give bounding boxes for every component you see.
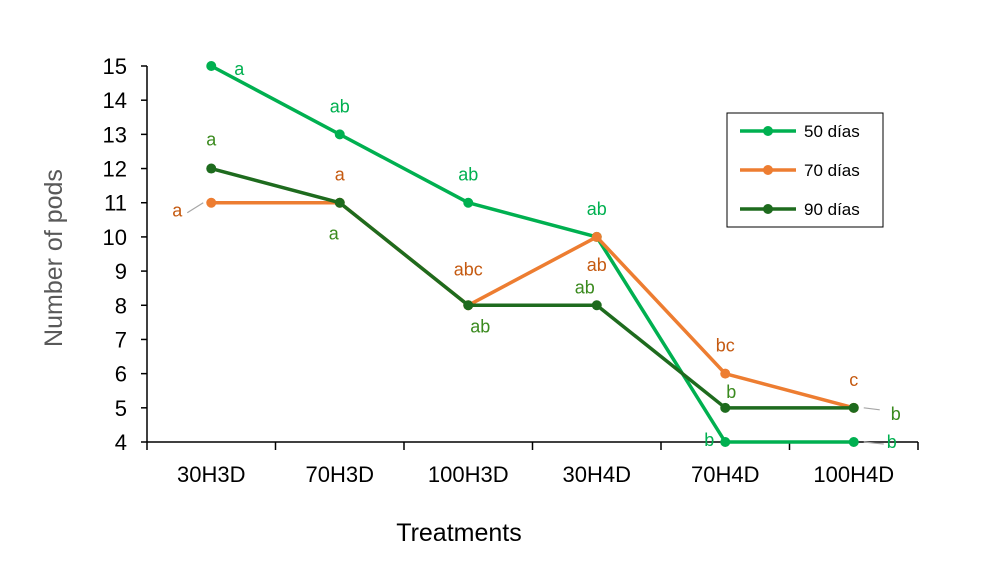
point-label: a [329,224,340,244]
data-point [463,300,474,311]
y-tick-label: 5 [115,396,127,421]
y-tick-label: 15 [103,54,127,79]
data-point [720,368,731,379]
data-point [848,402,859,413]
y-axis: 4 5 6 7 8 9 10 11 12 13 14 15 [103,54,148,455]
point-label: bc [716,336,735,356]
point-label: a [206,130,217,150]
point-label: b [726,382,736,402]
leader-line [863,407,880,411]
data-point [591,300,602,311]
data-point [463,197,474,208]
data-point [720,402,731,413]
point-label: b [891,404,901,424]
legend-swatch-marker [763,204,773,214]
point-label: b [887,432,897,452]
x-tick-label: 100H4D [813,462,894,487]
series-layer [206,61,859,447]
x-tick-label: 70H3D [306,462,374,487]
point-label: b [704,430,714,450]
y-tick-label: 10 [103,225,127,250]
point-label: c [849,370,858,390]
x-tick-label: 30H3D [177,462,245,487]
legend-label: 90 días [804,200,860,219]
data-point [206,197,217,208]
data-point [206,163,217,174]
x-tick-label: 70H4D [691,462,759,487]
data-point [334,129,345,140]
point-label: ab [470,316,490,336]
label-leader-lines [186,202,884,445]
legend-label: 50 días [804,122,860,141]
x-tick-label: 30H4D [563,462,631,487]
y-tick-label: 9 [115,259,127,284]
x-axis-title: Treatments [396,519,522,547]
legend: 50 días 70 días 90 días [726,112,884,228]
series-line [210,64,854,444]
data-point [720,437,731,447]
series-3 [206,163,859,413]
point-label: ab [458,165,478,185]
point-label: a [335,165,346,185]
y-axis-title: Number of pods [40,169,68,347]
point-label: abc [454,259,483,279]
point-label: a [234,59,245,79]
x-tick-label: 100H3D [428,462,509,487]
legend-label: 70 días [804,161,860,180]
y-tick-label: 6 [115,362,127,387]
y-tick-label: 12 [103,157,127,182]
data-point [206,61,217,71]
leader-line [863,441,884,445]
y-tick-label: 7 [115,327,127,352]
point-label: ab [575,277,595,297]
y-tick-label: 14 [103,88,127,113]
y-tick-label: 11 [104,191,127,216]
series-line [211,200,855,410]
y-tick-label: 4 [115,430,127,455]
legend-swatch-marker [763,126,773,136]
point-label: a [172,201,183,221]
data-point [334,197,345,208]
point-label: ab [587,199,607,219]
y-tick-label: 8 [115,293,127,318]
data-point [591,231,602,242]
point-label: ab [330,96,350,116]
legend-swatch-marker [763,165,773,175]
data-point [848,437,859,447]
leader-line [186,202,204,214]
y-tick-label: 13 [103,122,127,147]
series-line [210,166,854,410]
point-label: ab [587,255,607,275]
x-axis: 30H3D 70H3D 100H3D 30H4D 70H4D 100H4D [146,441,919,487]
